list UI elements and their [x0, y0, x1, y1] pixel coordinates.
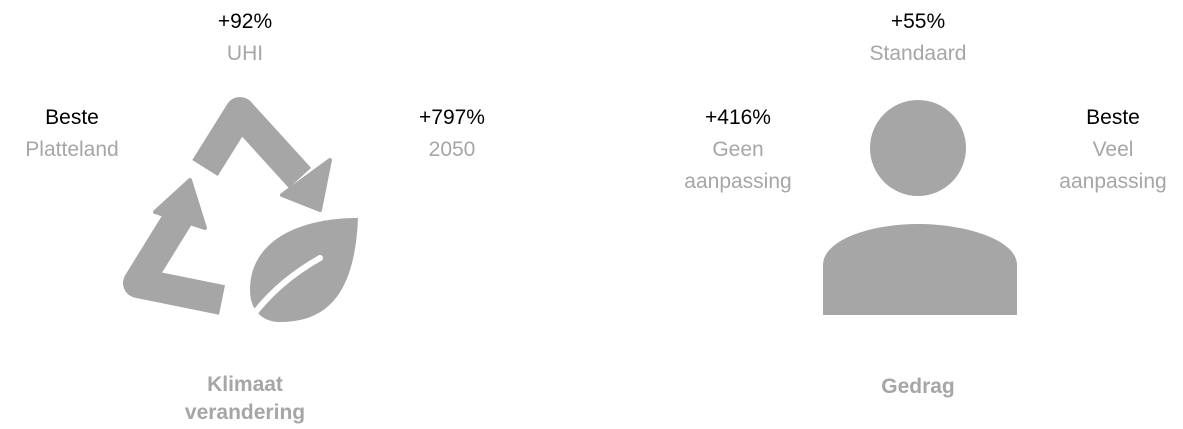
top-block: +55% Standaard — [818, 6, 1018, 70]
value: +416% — [705, 106, 771, 129]
top-block: +92% UHI — [145, 6, 345, 70]
right-block: +797% 2050 — [382, 102, 522, 166]
label: Platteland — [25, 138, 119, 161]
value: Beste — [1086, 106, 1140, 129]
label: Veel aanpassing — [1059, 138, 1167, 193]
left-block: Beste Platteland — [0, 102, 144, 166]
right-block: Beste Veel aanpassing — [1043, 102, 1183, 198]
panel-title: Gedrag — [881, 375, 955, 398]
value: +92% — [217, 10, 273, 33]
label: Standaard — [869, 42, 967, 65]
label: 2050 — [428, 138, 476, 161]
left-block: +416% Geen aanpassing — [663, 102, 813, 198]
person-icon — [823, 100, 1017, 315]
recycle-leaf-icon — [123, 97, 358, 338]
label: Geen aanpassing — [684, 138, 792, 193]
value: Beste — [45, 106, 99, 129]
value: +55% — [890, 10, 946, 33]
value: +797% — [419, 106, 485, 129]
label: UHI — [226, 42, 264, 65]
panel-title: Klimaat verandering — [184, 373, 306, 424]
